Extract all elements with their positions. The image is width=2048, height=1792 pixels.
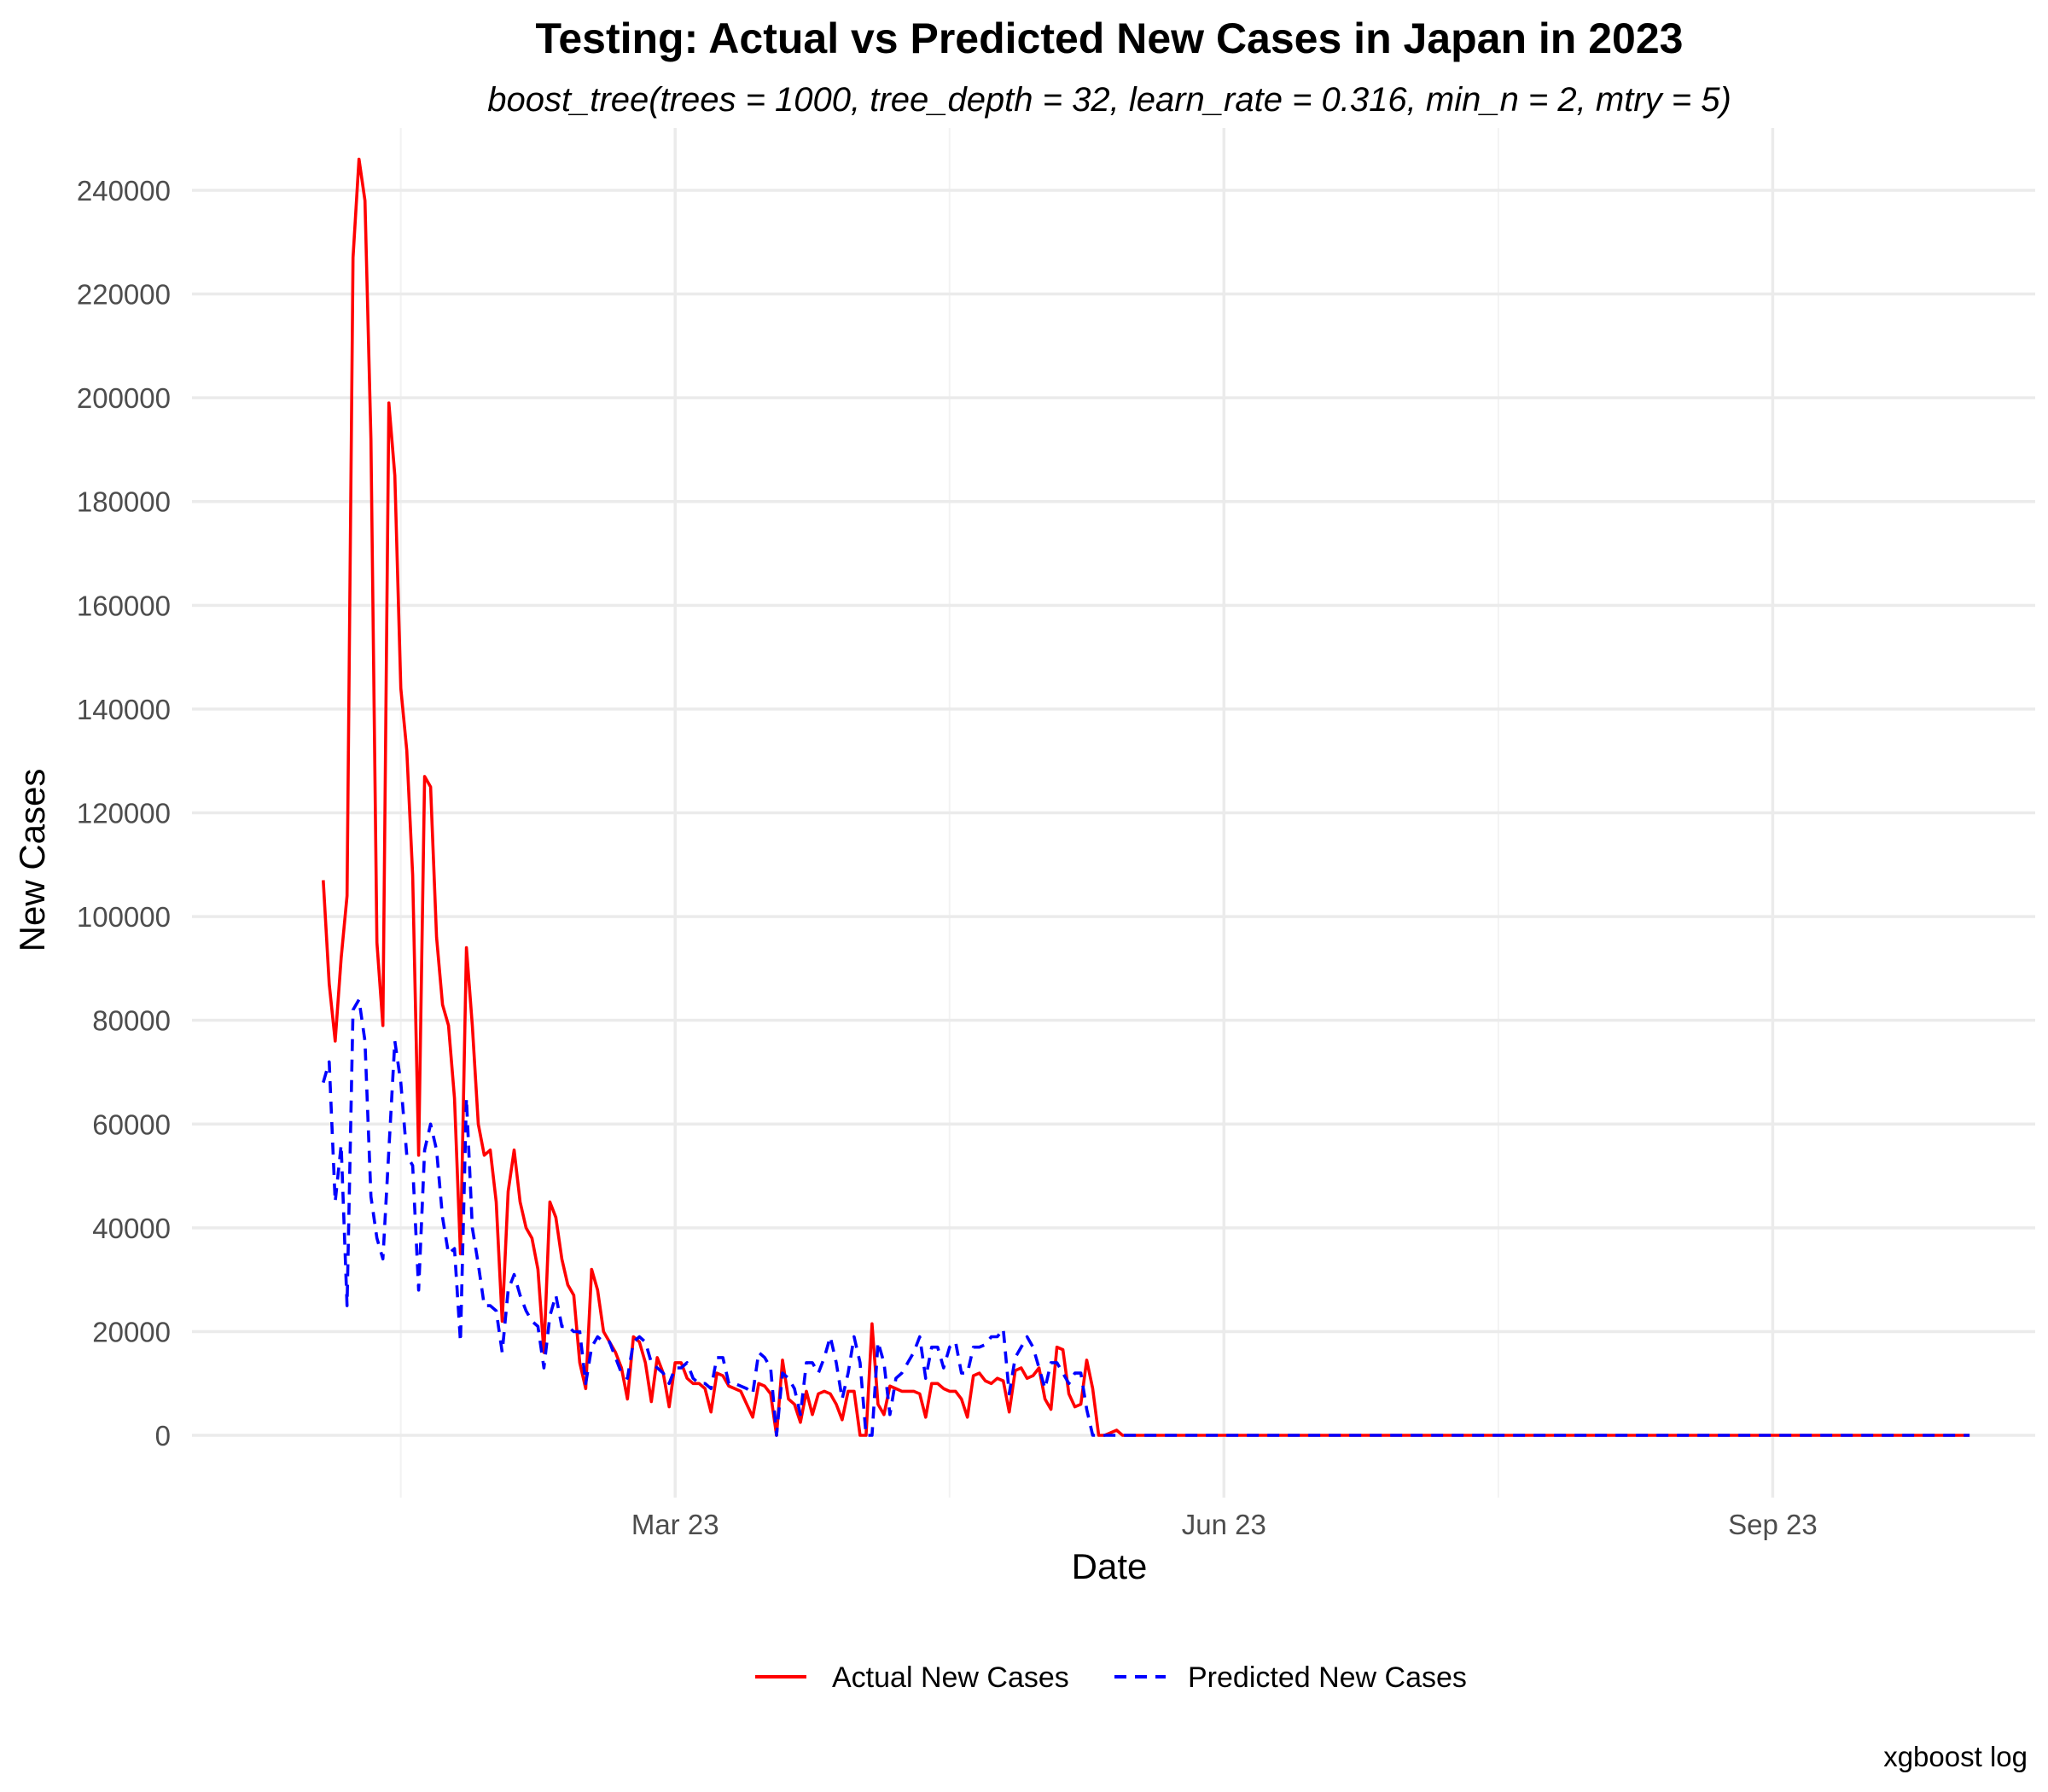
x-tick-label: Mar 23 <box>631 1509 719 1540</box>
y-tick-label: 0 <box>155 1420 171 1452</box>
x-tick-label: Jun 23 <box>1182 1509 1266 1540</box>
x-axis-ticks: Mar 23 Jun 23 Sep 23 <box>631 1509 1818 1540</box>
y-tick-label: 20000 <box>92 1316 171 1347</box>
chart-caption: xgboost log <box>1883 1741 2028 1772</box>
legend: Actual New Cases Predicted New Cases <box>755 1661 1467 1694</box>
y-axis-ticks: 0 20000 40000 60000 80000 100000 120000 140000 1… <box>77 175 171 1452</box>
y-tick-label: 140000 <box>77 694 171 725</box>
actual-cases-line <box>322 157 1970 1437</box>
y-tick-label: 120000 <box>77 798 171 829</box>
y-tick-label: 180000 <box>77 486 171 518</box>
y-tick-label: 240000 <box>77 175 171 207</box>
y-axis-title: New Cases <box>12 769 52 952</box>
y-tick-label: 60000 <box>92 1108 171 1140</box>
x-tick-label: Sep 23 <box>1728 1509 1818 1540</box>
y-tick-label: 220000 <box>77 279 171 311</box>
y-tick-label: 200000 <box>77 382 171 414</box>
series-lines <box>322 157 1970 1437</box>
chart-subtitle: boost_tree(trees = 1000, tree_depth = 32… <box>487 81 1731 119</box>
legend-label-actual: Actual New Cases <box>832 1661 1069 1694</box>
predicted-cases-line <box>322 998 1970 1437</box>
y-tick-label: 160000 <box>77 590 171 621</box>
legend-label-predicted: Predicted New Cases <box>1188 1661 1467 1694</box>
y-tick-label: 80000 <box>92 1005 171 1037</box>
y-tick-label: 40000 <box>92 1213 171 1244</box>
chart-title: Testing: Actual vs Predicted New Cases i… <box>536 15 1684 62</box>
grid <box>192 128 2035 1498</box>
y-tick-label: 100000 <box>77 901 171 933</box>
x-axis-title: Date <box>1072 1546 1148 1586</box>
